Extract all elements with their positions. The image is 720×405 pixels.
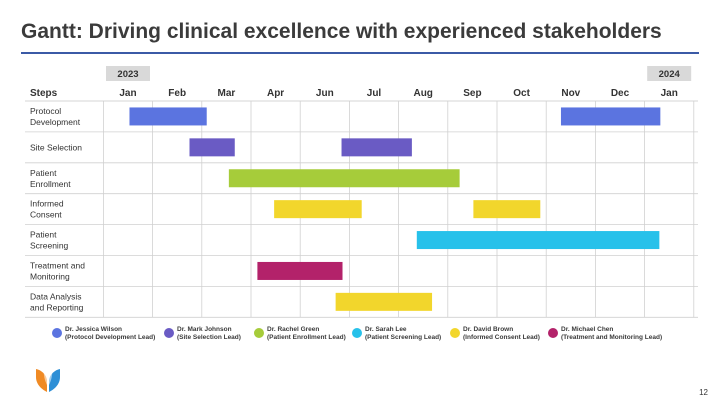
legend-person-role: (Patient Enrollment Lead) <box>267 334 346 341</box>
legend-label: Dr. Sarah Lee (Patient Screening Lead) <box>365 326 441 342</box>
month-label: Jan <box>661 88 678 99</box>
legend-swatch <box>548 328 558 338</box>
row-label: Consent <box>30 210 62 220</box>
steps-header: Steps <box>30 88 58 99</box>
legend-swatch <box>52 328 62 338</box>
row-label: Treatment and <box>30 260 85 270</box>
year-label: 2023 <box>117 69 138 80</box>
month-label: Nov <box>561 88 580 99</box>
month-label: Jan <box>119 88 136 99</box>
legend-label: Dr. Rachel Green (Patient Enrollment Lead… <box>267 326 346 342</box>
row-label: Monitoring <box>30 271 70 281</box>
page-number: 12 <box>699 388 708 397</box>
legend-person-role: (Protocol Development Lead) <box>65 334 156 341</box>
year-label: 2024 <box>659 69 681 80</box>
company-logo <box>36 367 60 392</box>
gantt-bar <box>129 107 207 126</box>
month-label: Sep <box>463 88 481 99</box>
legend-person-role: (Treatment and Monitoring Lead) <box>561 334 663 341</box>
month-label: Apr <box>267 88 284 99</box>
legend-item: Dr. Sarah Lee (Patient Screening Lead) <box>352 326 450 342</box>
month-label: Aug <box>413 88 432 99</box>
row-label: Screening <box>30 241 69 251</box>
legend-person-role: (Informed Consent Lead) <box>463 334 540 341</box>
year-box-1 <box>647 66 692 81</box>
gantt-bar <box>257 261 343 280</box>
legend-swatch <box>352 328 362 338</box>
legend-label: Dr. Michael Chen (Treatment and Monitorin… <box>561 326 662 342</box>
legend-item: Dr. David Brown (Informed Consent Lead) <box>450 326 548 342</box>
row-label: Informed <box>30 199 64 209</box>
gantt-bar <box>335 292 433 311</box>
month-label: Mar <box>218 88 236 99</box>
legend-person-name: Dr. Jessica Wilson <box>65 326 123 333</box>
row-label: Patient <box>30 168 57 178</box>
legend: Dr. Jessica Wilson (Protocol Development … <box>52 326 712 350</box>
year-box-0 <box>106 66 150 81</box>
slide-title: Gantt: Driving clinical excellence with … <box>21 20 662 43</box>
row-label: Enrollment <box>30 179 71 189</box>
legend-person-name: Dr. Mark Johnson <box>177 326 232 333</box>
legend-swatch <box>254 328 264 338</box>
row-label: Development <box>30 117 81 127</box>
month-label: Dec <box>611 88 630 99</box>
legend-label: Dr. David Brown (Informed Consent Lead) <box>463 326 540 342</box>
gantt-bar <box>274 200 362 219</box>
legend-person-role: (Site Selection Lead) <box>177 334 241 341</box>
month-label: Feb <box>168 88 186 99</box>
legend-item: Dr. Michael Chen (Treatment and Monitorin… <box>548 326 678 342</box>
legend-label: Dr. Mark Johnson (Site Selection Lead) <box>177 326 241 342</box>
row-label: Data Analysis <box>30 291 82 301</box>
legend-item: Dr. Rachel Green (Patient Enrollment Lead… <box>254 326 352 342</box>
row-label: Protocol <box>30 106 61 116</box>
gantt-bar <box>416 231 660 250</box>
legend-item: Dr. Jessica Wilson (Protocol Development … <box>52 326 164 342</box>
month-label: Jun <box>316 88 334 99</box>
month-label: Oct <box>513 88 530 99</box>
legend-swatch <box>164 328 174 338</box>
legend-person-name: Dr. Rachel Green <box>267 326 320 333</box>
legend-item: Dr. Mark Johnson (Site Selection Lead) <box>164 326 254 342</box>
month-label: Jul <box>367 88 382 99</box>
legend-person-name: Dr. Sarah Lee <box>365 326 407 333</box>
row-label: Patient <box>30 230 57 240</box>
legend-swatch <box>450 328 460 338</box>
legend-label: Dr. Jessica Wilson (Protocol Development … <box>65 326 155 342</box>
title-underline <box>21 52 699 54</box>
legend-person-name: Dr. Michael Chen <box>561 326 614 333</box>
gantt-bar <box>473 200 541 219</box>
gantt-bar <box>341 138 412 157</box>
legend-person-name: Dr. David Brown <box>463 326 514 333</box>
gantt-bar <box>560 107 661 126</box>
row-label: Site Selection <box>30 142 82 152</box>
row-label: and Reporting <box>30 302 84 312</box>
gantt-bar <box>189 138 235 157</box>
gantt-bar <box>228 169 460 188</box>
legend-person-role: (Patient Screening Lead) <box>365 334 442 341</box>
